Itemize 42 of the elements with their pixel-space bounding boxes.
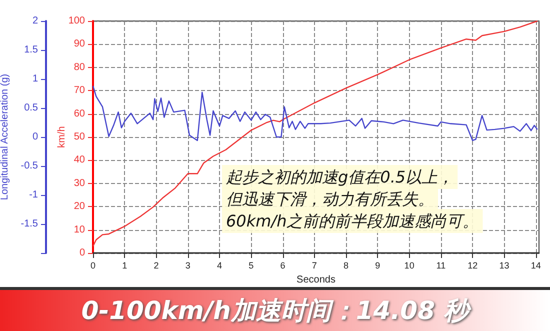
x-tick-label: 10 xyxy=(404,260,414,270)
y2-tick-label: 1 xyxy=(32,74,38,84)
y-axis-title: km/h xyxy=(56,126,68,148)
x-axis-title: Seconds xyxy=(296,274,336,286)
x-tick-label: 13 xyxy=(499,260,510,270)
x-tick-label: 6 xyxy=(280,260,286,270)
x-tick-label: 14 xyxy=(530,260,541,270)
text: 0-100km/h加速时间：14.08 秒 xyxy=(81,295,469,327)
y-tick-label: 30 xyxy=(74,178,86,189)
y-tick-label: 40 xyxy=(74,154,86,166)
y2-axis-title: Longitudinal Acceleration (g) xyxy=(0,74,10,200)
line-series xyxy=(92,85,538,142)
x-tick-label: 2 xyxy=(154,260,159,270)
x-tick-label: 5 xyxy=(248,260,254,270)
y-tick-label: 80 xyxy=(74,62,86,73)
y-tick-label: 20 xyxy=(74,201,86,212)
x-tick-label: 12 xyxy=(468,260,478,270)
y-tick-label: 100 xyxy=(68,16,86,26)
y2-tick-label: 0 xyxy=(32,132,38,142)
y2-tick-label: 2 xyxy=(32,16,38,26)
y-tick-label: 60 xyxy=(74,108,86,120)
x-tick-label: 1 xyxy=(122,260,128,270)
y-tick-label: 70 xyxy=(74,85,86,96)
y-tick-label: 10 xyxy=(74,224,86,236)
x-tick-label: 9 xyxy=(375,260,380,270)
x-tick-label: 8 xyxy=(344,260,349,270)
y-tick-label: 90 xyxy=(74,38,86,50)
y-tick-label: 50 xyxy=(74,132,86,142)
x-tick-label: 3 xyxy=(185,260,190,270)
y2-tick-label: -1 xyxy=(29,190,38,200)
y2-tick-label: 0.5 xyxy=(24,102,38,114)
y2-tick-label: -0.5 xyxy=(20,160,38,172)
x-tick-label: 4 xyxy=(217,260,222,270)
y2-tick-label: -1.5 xyxy=(20,218,38,230)
x-tick-label: 11 xyxy=(436,260,446,270)
x-tick-label: 7 xyxy=(312,260,317,270)
annotation: 起步之初的加速g值在0.5以上， xyxy=(226,168,454,186)
x-tick-label: 0 xyxy=(90,260,96,270)
annotation: 但迅速下滑，动力有所丢失。 xyxy=(226,190,434,208)
annotation: 60km/h之前的前半段加速感尚可。 xyxy=(226,212,479,230)
y2-tick-label: 1.5 xyxy=(24,44,38,56)
y-tick-label: 0 xyxy=(79,248,86,258)
